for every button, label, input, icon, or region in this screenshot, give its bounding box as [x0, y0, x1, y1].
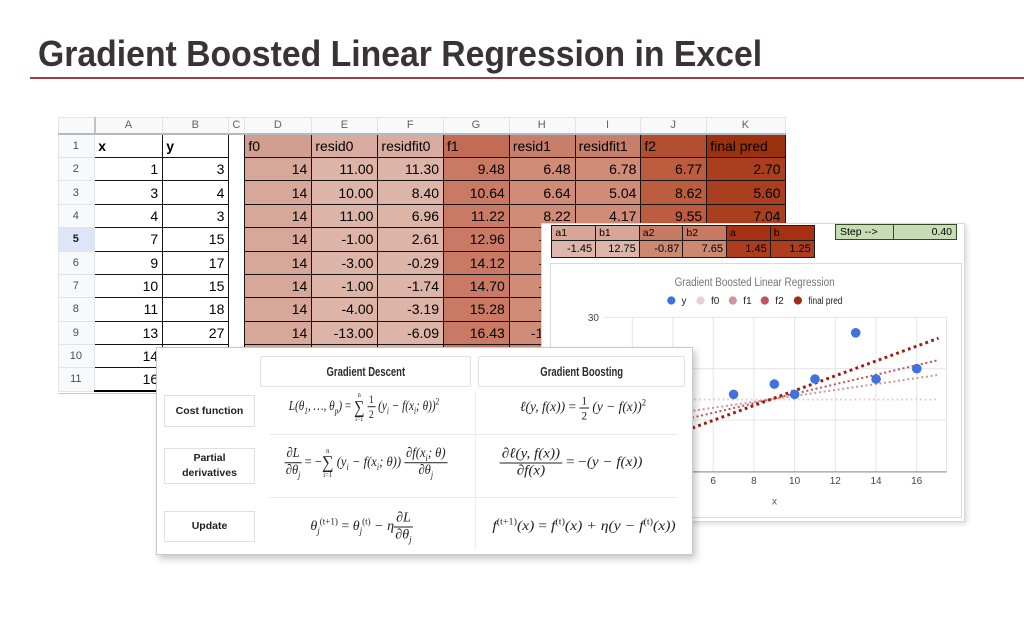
- svg-text:12: 12: [830, 475, 842, 486]
- svg-text:30: 30: [588, 312, 600, 323]
- svg-text:Gradient Boosted Linear Regres: Gradient Boosted Linear Regression: [675, 277, 835, 289]
- svg-text:f1: f1: [743, 296, 752, 307]
- svg-text:final pred: final pred: [808, 296, 842, 307]
- svg-text:14: 14: [870, 475, 882, 486]
- svg-text:8: 8: [751, 475, 757, 486]
- svg-text:6: 6: [710, 475, 716, 486]
- svg-text:10: 10: [789, 475, 801, 486]
- svg-text:f2: f2: [775, 296, 784, 307]
- svg-text:f0: f0: [711, 296, 720, 307]
- svg-text:16: 16: [911, 475, 923, 486]
- svg-text:y: y: [682, 296, 687, 307]
- svg-text:x: x: [772, 496, 777, 507]
